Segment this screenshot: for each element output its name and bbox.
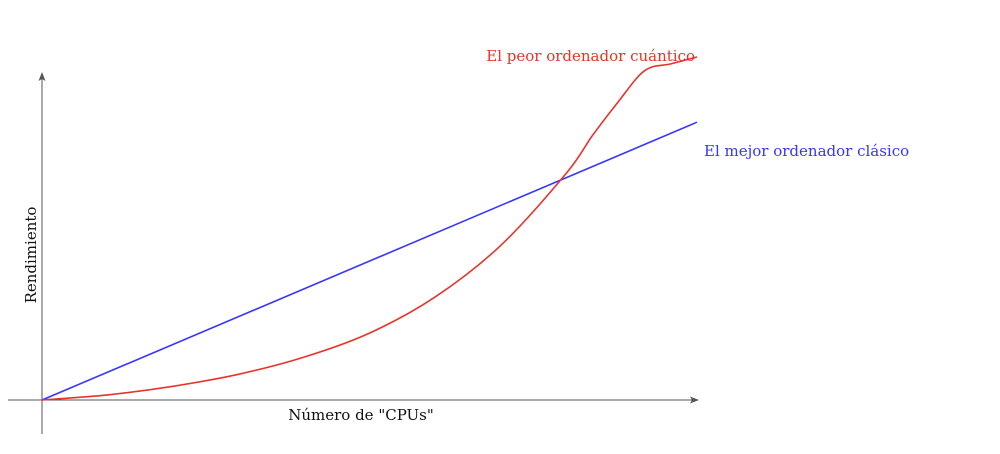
- series-label-quantum: El peor ordenador cuántico: [486, 47, 695, 65]
- series-layer: El mejor ordenador clásico El peor ordena…: [41, 47, 909, 401]
- series-line-classical: [41, 121, 698, 401]
- x-axis-label: Número de "CPUs": [288, 406, 434, 424]
- x-axis-arrow-icon: [690, 396, 699, 404]
- series-label-classical: El mejor ordenador clásico: [704, 142, 909, 160]
- y-axis-label: Rendimiento: [22, 207, 40, 304]
- series-line-quantum: [41, 56, 698, 401]
- axes: [8, 72, 699, 434]
- y-axis-arrow-icon: [38, 72, 46, 81]
